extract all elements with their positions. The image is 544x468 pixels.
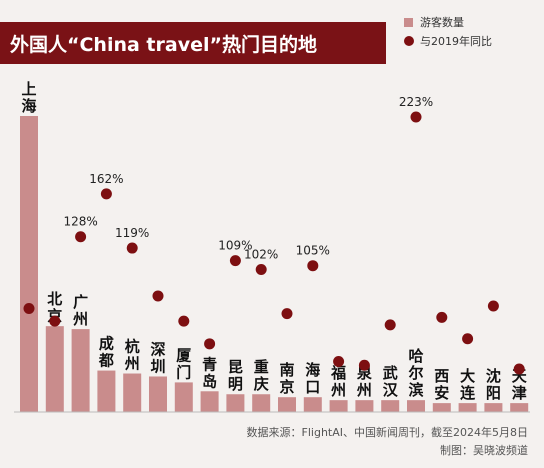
- category-label: 深圳: [150, 340, 165, 375]
- source-line: 数据来源：FlightAI、中国新闻周刊，截至2024年5月8日: [246, 426, 528, 439]
- category-label: 西安: [434, 367, 449, 402]
- yoy-dot-哈尔滨: [410, 111, 422, 123]
- category-label: 青岛: [202, 355, 217, 390]
- bar-福州: [329, 400, 348, 412]
- legend: 游客数量 与2019年同比: [404, 14, 492, 52]
- legend-swatch-bar: [404, 17, 413, 27]
- category-label: 福州: [330, 364, 346, 399]
- yoy-dot-大连: [462, 333, 474, 345]
- bar-厦门: [174, 382, 193, 412]
- yoy-dot-泉州: [358, 359, 370, 371]
- title-bar: 外国人“China travel”热门目的地: [0, 22, 386, 64]
- category-label: 杭州: [124, 338, 140, 373]
- category-label: 大连: [460, 367, 476, 402]
- bar-成都: [97, 370, 116, 412]
- category-label: 重庆: [254, 358, 269, 393]
- yoy-dot-广州: [75, 231, 87, 243]
- bar-哈尔滨: [407, 400, 425, 412]
- yoy-dot-西安: [436, 311, 448, 323]
- category-label: 广州: [72, 293, 88, 328]
- bar-南京: [278, 397, 296, 412]
- bar-西安: [432, 403, 451, 412]
- bar-沈阳: [484, 403, 503, 412]
- yoy-dot-上海: [23, 303, 35, 315]
- yoy-dot-武汉: [384, 319, 396, 331]
- yoy-dot-南京: [281, 308, 293, 320]
- credit-line: 制图：吴晓波频道: [440, 444, 528, 457]
- yoy-data-label: 109%: [218, 239, 252, 253]
- bar-广州: [71, 329, 90, 412]
- bar-大连: [458, 403, 477, 412]
- bar-杭州: [123, 373, 142, 412]
- yoy-dot-青岛: [204, 338, 216, 350]
- bar-泉州: [355, 400, 374, 412]
- category-label: 哈尔滨: [408, 347, 423, 399]
- yoy-data-label: 105%: [296, 244, 330, 258]
- bar-天津: [510, 403, 529, 412]
- yoy-data-label: 102%: [244, 247, 278, 261]
- yoy-dot-福州: [333, 355, 345, 367]
- yoy-dot-沈阳: [487, 300, 499, 312]
- yoy-data-label: 162%: [89, 172, 123, 186]
- yoy-data-label: 119%: [115, 226, 149, 240]
- legend-label-yoy: 与2019年同比: [420, 35, 492, 48]
- yoy-dot-成都: [100, 188, 112, 200]
- bar-北京: [45, 326, 64, 412]
- bar-武汉: [381, 400, 400, 412]
- chart-title: 外国人“China travel”热门目的地: [10, 34, 317, 56]
- yoy-data-label: 128%: [63, 215, 97, 229]
- yoy-dot-海口: [307, 260, 319, 272]
- bar-深圳: [149, 376, 167, 412]
- yoy-data-label: 223%: [399, 95, 433, 109]
- bar-上海: [20, 116, 38, 412]
- yoy-dot-厦门: [178, 315, 190, 327]
- category-label: 成都: [98, 335, 114, 370]
- source-note: 数据来源：FlightAI、中国新闻周刊，截至2024年5月8日 制图：吴晓波频…: [247, 424, 528, 460]
- category-label: 昆明: [228, 358, 243, 393]
- legend-swatch-dot: [404, 36, 414, 46]
- category-label: 南京: [279, 361, 294, 396]
- legend-item-visitors: 游客数量: [404, 14, 492, 30]
- category-label: 上海: [21, 80, 36, 115]
- yoy-dot-杭州: [126, 242, 138, 254]
- legend-label-visitors: 游客数量: [420, 16, 464, 29]
- category-label: 厦门: [176, 346, 192, 381]
- yoy-dot-天津: [513, 363, 525, 375]
- legend-item-yoy: 与2019年同比: [404, 33, 492, 49]
- bar-海口: [303, 397, 322, 412]
- bar-重庆: [252, 394, 271, 412]
- bar-昆明: [226, 394, 245, 412]
- yoy-dot-深圳: [152, 290, 164, 302]
- yoy-dot-昆明: [229, 255, 241, 267]
- category-label: 海口: [305, 361, 320, 396]
- yoy-dot-北京: [49, 315, 61, 327]
- yoy-dot-重庆: [255, 263, 267, 275]
- bar-青岛: [200, 391, 219, 412]
- category-label: 沈阳: [486, 367, 501, 402]
- category-label: 武汉: [383, 364, 399, 399]
